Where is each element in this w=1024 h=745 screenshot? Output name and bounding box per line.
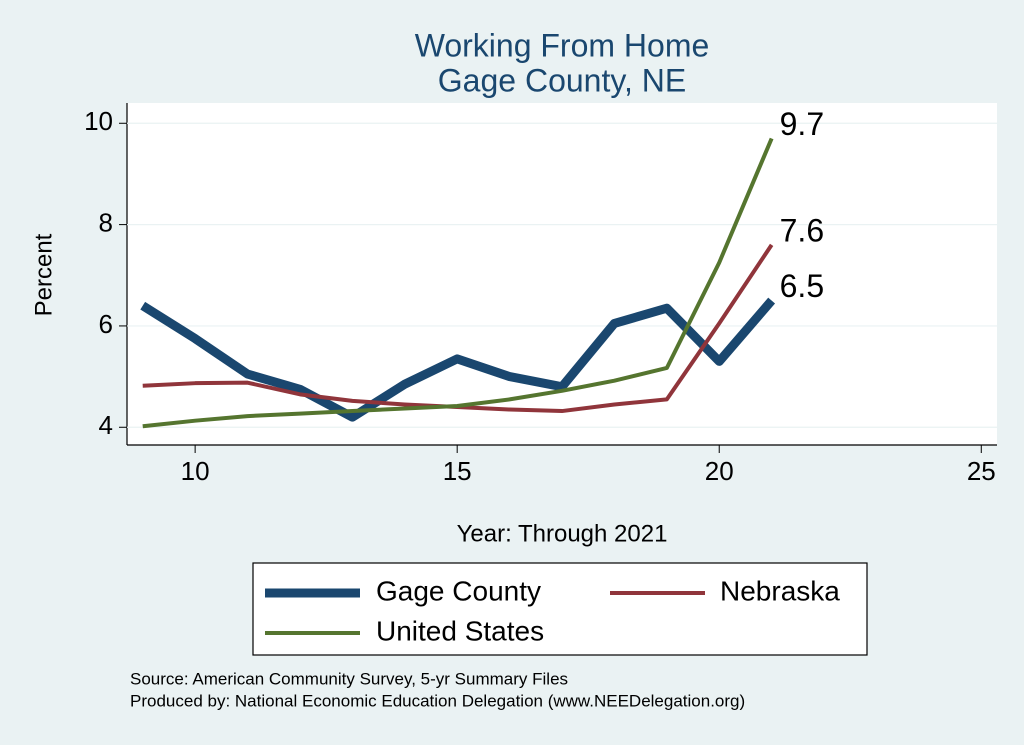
plot-area bbox=[127, 103, 997, 445]
x-tick-label: 25 bbox=[967, 456, 996, 486]
x-tick-label: 20 bbox=[705, 456, 734, 486]
x-axis-label: Year: Through 2021 bbox=[457, 520, 668, 547]
y-tick-label: 8 bbox=[99, 207, 113, 237]
legend-label: Nebraska bbox=[720, 575, 840, 606]
series-line bbox=[142, 137, 774, 429]
chart-subtitle: Gage County, NE bbox=[438, 62, 686, 98]
y-tick-label: 6 bbox=[99, 309, 113, 339]
end-value-label: 6.5 bbox=[780, 268, 824, 304]
legend-label: Gage County bbox=[376, 575, 541, 606]
y-tick-label: 4 bbox=[99, 410, 113, 440]
y-tick-label: 10 bbox=[84, 106, 113, 136]
legend-label: United States bbox=[376, 615, 544, 646]
end-value-label: 9.7 bbox=[780, 106, 824, 142]
x-tick-label: 10 bbox=[181, 456, 210, 486]
x-tick-label: 15 bbox=[443, 456, 472, 486]
source-note: Source: American Community Survey, 5-yr … bbox=[130, 669, 568, 688]
end-value-label: 7.6 bbox=[780, 212, 824, 248]
series-line bbox=[140, 297, 776, 422]
legend bbox=[252, 562, 868, 656]
source-note: Produced by: National Economic Education… bbox=[130, 691, 745, 710]
y-axis-label: Percent bbox=[30, 233, 57, 316]
chart-title: Working From Home bbox=[415, 27, 710, 63]
